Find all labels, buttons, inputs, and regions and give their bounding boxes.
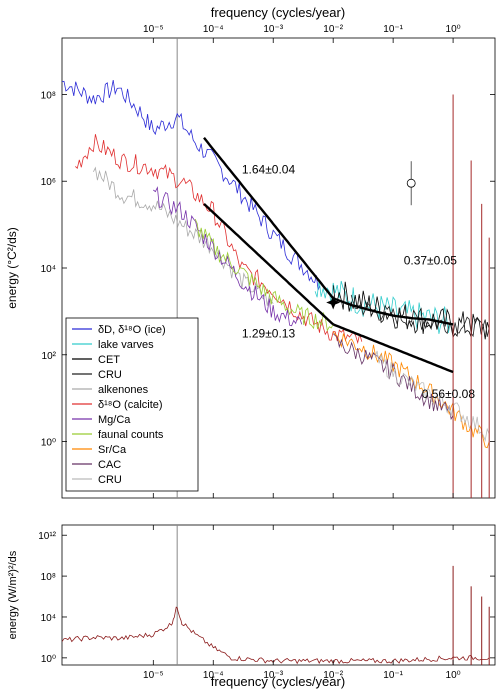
top-y-axis-label: energy (°C²/ds) (5, 227, 19, 309)
bottom-x-tick-label: 10⁻¹ (383, 670, 403, 681)
legend: δD, δ¹⁸O (ice) lake varves CET CRU alkenones… (65, 317, 199, 492)
top-x-axis-label: frequency (cycles/year) (211, 5, 345, 20)
bottom-y-tick-label: 10⁰ (41, 654, 56, 665)
fit-line (203, 137, 335, 300)
top-series-line (332, 333, 454, 421)
bottom-x-tick-label: 10⁻⁵ (143, 670, 164, 681)
bottom-x-tick-label: 10⁻³ (263, 670, 283, 681)
top-series-line (332, 281, 490, 340)
bottom-y-tick-label: 10⁴ (41, 613, 56, 624)
bottom-x-tick-label: 10⁻⁴ (203, 670, 224, 681)
legend-entry: CRU (98, 474, 122, 486)
bottom-plot-area (61, 524, 496, 666)
top-series-line (93, 166, 274, 306)
fit-slope-label: 0.37±0.05 (404, 254, 458, 268)
bottom-y-tick-label: 10⁸ (41, 572, 56, 583)
legend-entry: Sr/Ca (98, 444, 127, 456)
legend-box (65, 317, 199, 492)
fit-slope-label: 0.56±0.08 (422, 387, 476, 401)
fit-line (332, 297, 454, 326)
top-series-line (194, 218, 334, 332)
top-y-tick-label: 10⁰ (41, 438, 56, 449)
circle-marker (406, 178, 416, 188)
top-y-tick-label: 10² (42, 351, 57, 362)
legend-entry: Mg/Ca (98, 414, 131, 426)
top-x-tick-label: 10⁻³ (263, 24, 283, 35)
star-marker (326, 295, 341, 310)
legend-entry: CET (98, 354, 120, 366)
legend-entry: alkenones (98, 384, 149, 396)
legend-entry: CRU (98, 369, 122, 381)
top-series-line (314, 279, 451, 334)
top-y-tick-label: 10⁶ (41, 177, 56, 188)
bottom-x-tick-label: 10⁰ (446, 670, 461, 681)
fit-slope-label: 1.29±0.13 (242, 327, 296, 341)
legend-entry: CAC (98, 459, 121, 471)
legend-entry: lake varves (98, 339, 154, 351)
bottom-x-tick-label: 10⁻² (323, 670, 343, 681)
top-series-line (374, 350, 490, 442)
bottom-x-axis-label: frequency (cycles/year) (211, 674, 345, 689)
fit-slope-label: 1.64±0.04 (242, 163, 296, 177)
top-x-tick-label: 10⁻⁴ (203, 24, 224, 35)
top-y-tick-label: 10⁸ (41, 90, 56, 101)
bottom-y-tick-label: 10¹² (38, 531, 56, 542)
top-series-line (62, 80, 321, 291)
bottom-y-axis-label: energy (W/m²)²/ds (7, 550, 19, 639)
top-series-line (350, 294, 490, 338)
legend-entry: δ¹⁸O (calcite) (98, 399, 163, 411)
top-x-tick-label: 10⁻¹ (383, 24, 403, 35)
legend-entry: δD, δ¹⁸O (ice) (98, 324, 166, 336)
bottom-series-line (62, 606, 490, 665)
top-x-tick-label: 10⁰ (446, 24, 461, 35)
fit-line (203, 203, 335, 326)
forcing-spectrum-panel: frequency (cycles/year) energy (W/m²)²/d… (7, 524, 496, 689)
fit-line (332, 323, 454, 374)
top-y-tick-label: 10⁴ (41, 264, 56, 275)
legend-entry: faunal counts (98, 429, 164, 441)
top-x-tick-label: 10⁻⁵ (143, 24, 164, 35)
top-x-tick-label: 10⁻² (323, 24, 343, 35)
top-series-line (153, 186, 303, 327)
